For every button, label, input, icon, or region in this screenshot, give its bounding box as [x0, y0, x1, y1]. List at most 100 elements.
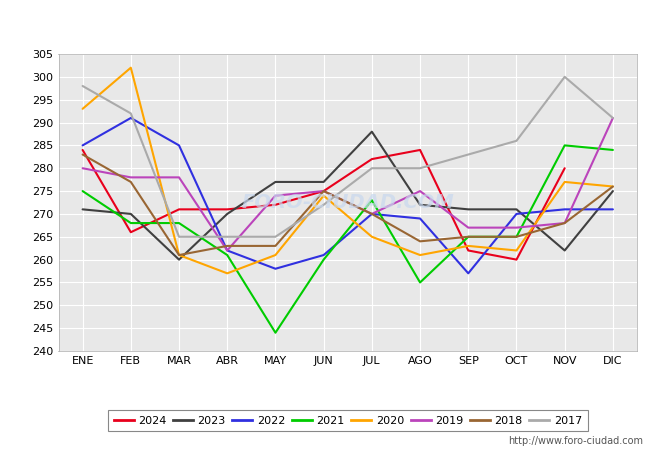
2023: [368, 129, 376, 135]
2019: [609, 115, 617, 121]
2023: [561, 248, 569, 253]
2018: [272, 243, 280, 248]
2020: [609, 184, 617, 189]
Line: 2021: 2021: [83, 145, 613, 333]
2018: [609, 184, 617, 189]
2021: [175, 220, 183, 226]
2022: [79, 143, 86, 148]
2024: [416, 147, 424, 153]
2021: [416, 280, 424, 285]
2018: [368, 211, 376, 216]
2022: [320, 252, 328, 258]
2020: [416, 252, 424, 258]
Text: http://www.foro-ciudad.com: http://www.foro-ciudad.com: [508, 436, 644, 446]
2020: [127, 65, 135, 70]
2023: [609, 189, 617, 194]
2018: [320, 189, 328, 194]
2019: [561, 220, 569, 226]
2017: [368, 166, 376, 171]
2018: [464, 234, 472, 239]
2020: [368, 234, 376, 239]
2022: [175, 143, 183, 148]
Line: 2023: 2023: [83, 132, 613, 260]
2019: [224, 248, 231, 253]
2019: [175, 175, 183, 180]
Line: 2022: 2022: [83, 118, 613, 273]
2017: [79, 83, 86, 89]
2020: [272, 252, 280, 258]
2024: [561, 166, 569, 171]
2023: [513, 207, 521, 212]
2023: [272, 179, 280, 184]
2024: [224, 207, 231, 212]
2017: [416, 166, 424, 171]
2018: [175, 252, 183, 258]
2024: [513, 257, 521, 262]
2017: [175, 234, 183, 239]
2024: [79, 147, 86, 153]
2017: [464, 152, 472, 157]
2024: [175, 207, 183, 212]
2023: [320, 179, 328, 184]
2019: [464, 225, 472, 230]
2017: [609, 115, 617, 121]
2017: [320, 202, 328, 207]
2021: [368, 198, 376, 203]
2020: [464, 243, 472, 248]
2019: [127, 175, 135, 180]
Line: 2018: 2018: [83, 154, 613, 255]
Line: 2019: 2019: [83, 118, 613, 251]
2019: [272, 193, 280, 198]
2023: [416, 202, 424, 207]
2021: [513, 234, 521, 239]
2022: [464, 270, 472, 276]
2018: [79, 152, 86, 157]
2019: [368, 211, 376, 216]
2024: [272, 202, 280, 207]
2021: [561, 143, 569, 148]
2024: [368, 157, 376, 162]
2022: [272, 266, 280, 271]
2023: [464, 207, 472, 212]
2023: [127, 211, 135, 216]
2022: [224, 248, 231, 253]
2020: [320, 193, 328, 198]
Line: 2024: 2024: [83, 150, 565, 260]
2022: [561, 207, 569, 212]
Text: FORO-CIUDAD.COM: FORO-CIUDAD.COM: [241, 193, 454, 212]
2017: [224, 234, 231, 239]
2018: [561, 220, 569, 226]
2019: [416, 189, 424, 194]
Legend: 2024, 2023, 2022, 2021, 2020, 2019, 2018, 2017: 2024, 2023, 2022, 2021, 2020, 2019, 2018…: [108, 410, 588, 431]
2019: [513, 225, 521, 230]
2020: [79, 106, 86, 112]
Line: 2020: 2020: [83, 68, 613, 273]
2021: [127, 220, 135, 226]
2023: [79, 207, 86, 212]
2022: [416, 216, 424, 221]
2018: [416, 238, 424, 244]
2018: [127, 179, 135, 184]
2018: [513, 234, 521, 239]
2021: [464, 234, 472, 239]
2018: [224, 243, 231, 248]
2020: [561, 179, 569, 184]
2024: [464, 248, 472, 253]
2019: [79, 166, 86, 171]
2020: [175, 252, 183, 258]
2021: [320, 257, 328, 262]
2022: [609, 207, 617, 212]
2022: [127, 115, 135, 121]
2021: [609, 147, 617, 153]
2017: [127, 111, 135, 116]
2022: [368, 211, 376, 216]
2017: [272, 234, 280, 239]
2019: [320, 189, 328, 194]
2021: [79, 189, 86, 194]
2023: [175, 257, 183, 262]
2023: [224, 211, 231, 216]
2021: [272, 330, 280, 335]
2022: [513, 211, 521, 216]
2017: [513, 138, 521, 144]
Line: 2017: 2017: [83, 77, 613, 237]
